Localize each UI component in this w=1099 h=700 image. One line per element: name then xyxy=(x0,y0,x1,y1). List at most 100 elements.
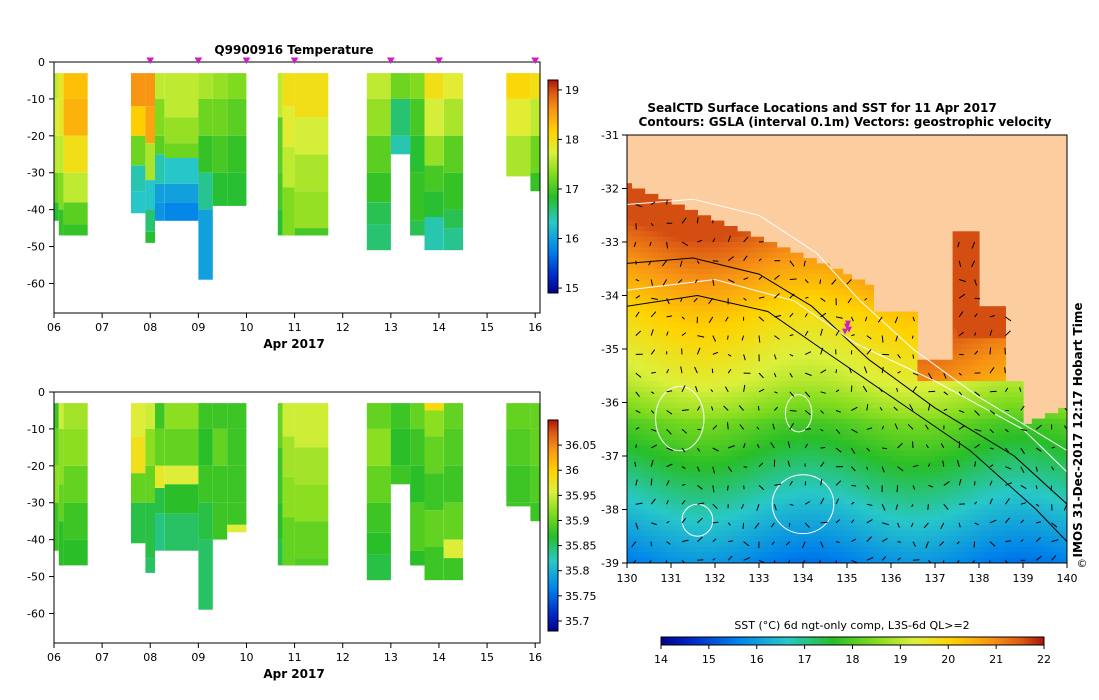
sst-cell-883 xyxy=(825,306,830,313)
sst-cell-3138 xyxy=(820,445,826,452)
sst-cell-441 xyxy=(728,268,734,275)
sst-cell-1127 xyxy=(913,322,918,329)
sst-cell-3854 xyxy=(860,482,866,489)
sst-cell-4568 xyxy=(891,520,896,527)
sst-cell-1330 xyxy=(776,338,782,345)
sst-cell-1363 xyxy=(957,338,962,345)
sst-cell-4629 xyxy=(715,525,720,532)
sst-cell-2080 xyxy=(794,386,800,393)
sst-cell-2299 xyxy=(965,397,971,404)
sst-cell-449 xyxy=(763,268,769,275)
sst-cell-2998 xyxy=(649,440,654,446)
sst-cell-3117 xyxy=(728,445,734,452)
sst-cell-1085 xyxy=(728,322,734,329)
sst-cell-4304 xyxy=(1062,504,1067,511)
sst-cell-3636 xyxy=(789,472,795,479)
sst-cell-1996 xyxy=(820,381,826,388)
sst-cell-2029 xyxy=(965,381,971,388)
sst-cell-527 xyxy=(965,274,971,281)
sst-cell-300 xyxy=(754,252,760,259)
sst-cell-1366 xyxy=(970,338,976,345)
sst-cell-1021 xyxy=(789,316,795,323)
temp-cell-p0-b3 xyxy=(54,172,59,203)
sst-cell-1876 xyxy=(671,375,676,382)
sst-cell-1069 xyxy=(657,322,663,329)
sst-cell-4255 xyxy=(847,504,852,511)
sst-cell-1056 xyxy=(979,316,984,323)
sst-cell-3691 xyxy=(1031,472,1037,479)
sst-cell-708 xyxy=(952,290,958,297)
sst-cell-1672 xyxy=(908,359,914,366)
sst-cell-2384 xyxy=(943,402,949,409)
sst-cell-3725 xyxy=(737,477,742,484)
sst-cell-3594 xyxy=(1049,466,1055,473)
sst-cell-2847 xyxy=(873,429,879,436)
sst-cell-3021 xyxy=(750,440,756,446)
sst-cell-3964 xyxy=(899,488,905,495)
sst-cell-1522 xyxy=(970,349,976,355)
sst-cell-4441 xyxy=(776,514,782,521)
sst-cell-974 xyxy=(961,311,967,318)
sst-cell-2261 xyxy=(798,397,804,404)
sst-cell-2480 xyxy=(970,407,976,414)
sst-cell-2765 xyxy=(957,423,962,430)
sst-cell-467 xyxy=(952,268,958,275)
sst-cell-3412 xyxy=(693,461,698,468)
sst-cell-3358 xyxy=(899,456,905,462)
sst-cell-1241 xyxy=(728,333,734,339)
sst-cell-1228 xyxy=(671,333,676,339)
sst-cell-1136 xyxy=(987,322,993,329)
sst-cell-2226 xyxy=(644,397,650,404)
sst-cell-167 xyxy=(697,236,703,243)
sst-cell-2957 xyxy=(913,434,918,441)
sst-cell-3020 xyxy=(745,440,751,446)
sst-cell-4470 xyxy=(904,514,910,521)
sst-cell-4 xyxy=(640,188,646,195)
sst-cell-2298 xyxy=(961,397,967,404)
sst-cell-459 xyxy=(807,268,813,275)
sst-cell-387 xyxy=(719,263,725,270)
sst-cell-4356 xyxy=(847,509,852,516)
sst-cell-1925 xyxy=(886,375,892,382)
sst-cell-3706 xyxy=(653,477,659,484)
sst-cell-1299 xyxy=(640,338,646,345)
sst-cell-3865 xyxy=(908,482,914,489)
sst-cell-28 xyxy=(653,204,659,211)
sal-cell-p15-b1 xyxy=(410,428,425,466)
sst-cell-1020 xyxy=(785,316,791,323)
sst-cell-2073 xyxy=(763,386,769,393)
sst-cell-4214 xyxy=(666,504,672,511)
sst-cell-1944 xyxy=(970,375,976,382)
temp-profile-marker-2 xyxy=(242,57,251,64)
sst-cell-1858 xyxy=(970,370,976,377)
sst-cell-1761 xyxy=(921,365,927,372)
sst-cell-4407 xyxy=(627,514,632,521)
sst-cell-1298 xyxy=(635,338,641,345)
sst-cell-1025 xyxy=(807,316,813,323)
sst-cell-1158 xyxy=(706,327,712,334)
sst-cell-1772 xyxy=(970,365,976,372)
sst-cell-3740 xyxy=(803,477,808,484)
sst-cell-1919 xyxy=(860,375,866,382)
sst-cell-2290 xyxy=(926,397,932,404)
sst-cell-1259 xyxy=(807,333,813,339)
temp-ytick-label-60: -60 xyxy=(27,277,45,290)
sst-cell-1780 xyxy=(627,370,632,377)
sst-cell-96 xyxy=(644,226,650,232)
sst-cell-4213 xyxy=(662,504,668,511)
sst-cell-1636 xyxy=(750,359,756,366)
sst-cell-1613 xyxy=(649,359,654,366)
sst-cell-3894 xyxy=(1036,482,1042,489)
sst-cell-1090 xyxy=(750,322,756,329)
sst-cell-3192 xyxy=(1058,445,1064,452)
sst-cell-227 xyxy=(974,242,980,248)
sal-cell-p3-b2 xyxy=(131,473,146,503)
sst-cell-2247 xyxy=(737,397,742,404)
sst-cell-566 xyxy=(785,279,791,286)
sst-cell-869 xyxy=(763,306,769,313)
sst-cell-73 xyxy=(640,220,646,227)
sst-cell-500 xyxy=(745,274,751,281)
sst-cell-3601 xyxy=(635,472,641,479)
sst-cell-1263 xyxy=(825,333,830,339)
sst-cell-1196 xyxy=(873,327,879,334)
